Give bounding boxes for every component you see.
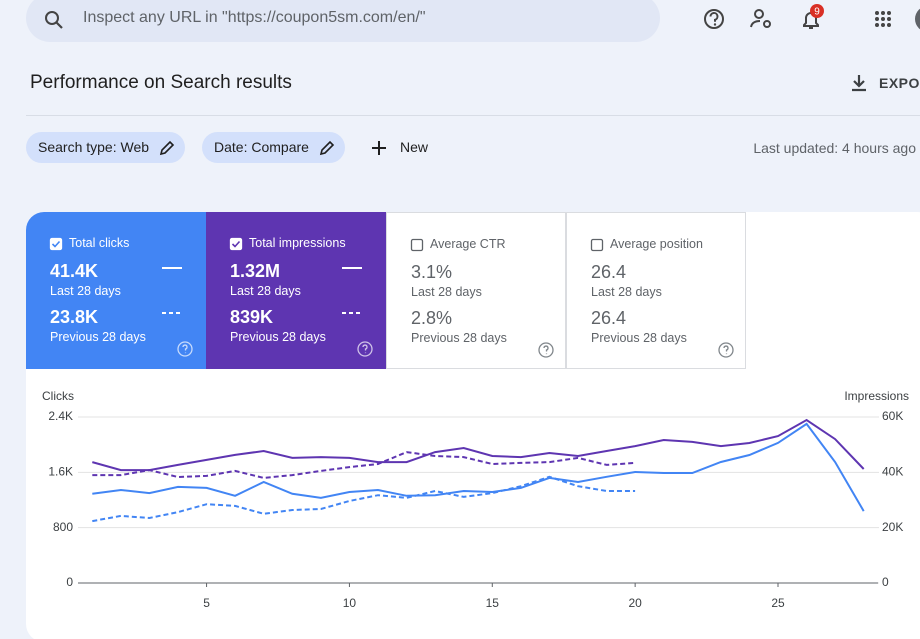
help-icon[interactable]: [718, 342, 734, 358]
notifications-button[interactable]: 9: [803, 4, 824, 29]
y-tick-label: 1.6K: [48, 465, 73, 479]
top-icons: 9: [704, 4, 920, 32]
checkbox[interactable]: [410, 238, 424, 252]
search-bar[interactable]: Inspect any URL in "https://coupon5sm.co…: [26, 0, 660, 42]
x-tick-label: 20: [628, 596, 642, 610]
previous-period-line: [92, 451, 636, 479]
filter-chip[interactable]: Search type: Web: [26, 132, 186, 163]
metric-card[interactable]: Total impressions 1.32M Last 28 days 839K Pr…: [206, 212, 386, 369]
metric-prev-value: 23.8K: [50, 307, 99, 327]
card-icons: [410, 238, 554, 358]
checkbox[interactable]: [590, 238, 604, 252]
chart: Clicks Impressions 0 800 1.6K 2.4K 0 20K 40K 60…: [42, 389, 909, 610]
avatar[interactable]: [915, 6, 920, 32]
search-placeholder: Inspect any URL in "https://coupon5sm.co…: [83, 9, 426, 26]
metric-value: 3.1%: [411, 262, 453, 282]
metric-prev-period: Previous 28 days: [591, 331, 687, 345]
divider: [26, 115, 920, 116]
edit-glyph: [159, 140, 175, 156]
metric-card[interactable]: Total clicks 41.4K Last 28 days 23.8K Previo…: [26, 212, 206, 369]
account-settings-button[interactable]: [750, 9, 771, 28]
checkbox[interactable]: [229, 237, 243, 251]
metric-title: Average CTR: [430, 237, 506, 251]
y2-tick-label: 20K: [882, 520, 903, 534]
metric-period: Last 28 days: [50, 284, 121, 298]
help-button[interactable]: [704, 9, 724, 29]
y-tick-label: 800: [53, 520, 73, 534]
page-title: Performance on Search results: [30, 72, 292, 93]
x-tick-label: 25: [771, 596, 785, 610]
y2-tick-label: 60K: [882, 409, 903, 423]
help-icon[interactable]: [177, 341, 193, 357]
x-tick-label: 5: [203, 596, 210, 610]
metric-prev-period: Previous 28 days: [50, 330, 146, 344]
filter-chip[interactable]: Date: Compare: [202, 132, 345, 163]
metric-title: Total impressions: [249, 236, 346, 250]
y2-tick-label: 0: [882, 575, 889, 589]
checkmark: [51, 240, 61, 248]
metric-period: Last 28 days: [411, 285, 482, 299]
y-tick-label: 2.4K: [48, 409, 73, 423]
checkmark: [231, 240, 241, 248]
plus-icon: [372, 141, 386, 155]
card-icons: [229, 237, 373, 357]
help-icon[interactable]: [357, 341, 373, 357]
metric-value: 1.32M: [230, 261, 281, 281]
y2-axis-label: Impressions: [844, 389, 909, 403]
search-icon: [45, 11, 63, 29]
card-icons: [590, 238, 734, 358]
metric-card[interactable]: Average position 26.4 Last 28 days 26.4 Prev…: [566, 212, 746, 369]
previous-period-line: [92, 475, 636, 523]
x-tick-label: 10: [343, 596, 357, 610]
metric-value: 26.4: [591, 262, 627, 282]
current-period-line: [92, 418, 865, 472]
current-period-line: [92, 422, 865, 512]
y2-tick-label: 40K: [882, 465, 903, 479]
metric-prev-value: 2.8%: [411, 308, 453, 328]
metric-prev-period: Previous 28 days: [230, 330, 326, 344]
y-tick-label: 0: [66, 575, 73, 589]
y-axis-label: Clicks: [42, 389, 74, 403]
metric-title: Average position: [610, 237, 703, 251]
edit-icon: [159, 140, 175, 156]
help-glyph: [543, 345, 549, 355]
metric-prev-value: 26.4: [591, 308, 627, 328]
metric-period: Last 28 days: [230, 284, 301, 298]
card-icons: [49, 237, 193, 357]
checkbox[interactable]: [49, 237, 63, 251]
help-glyph: [723, 345, 729, 355]
last-updated: Last updated: 4 hours ago: [753, 140, 916, 156]
help-glyph: [182, 344, 188, 354]
help-icon[interactable]: [538, 342, 554, 358]
metric-title: Total clicks: [69, 236, 130, 250]
help-glyph: [362, 344, 368, 354]
x-tick-label: 15: [486, 596, 500, 610]
metric-card[interactable]: Average CTR 3.1% Last 28 days 2.8% Previous …: [386, 212, 566, 369]
notification-badge: 9: [814, 7, 820, 18]
export-button[interactable]: EXPORT: [879, 75, 920, 91]
export-icon: [852, 75, 866, 92]
metric-period: Last 28 days: [591, 285, 662, 299]
new-filter-button[interactable]: New: [400, 139, 429, 155]
apps-button[interactable]: [875, 11, 891, 27]
edit-icon: [319, 140, 335, 156]
metric-prev-period: Previous 28 days: [411, 331, 507, 345]
edit-glyph: [319, 140, 335, 156]
metric-prev-value: 839K: [230, 307, 274, 327]
metric-value: 41.4K: [50, 261, 99, 281]
